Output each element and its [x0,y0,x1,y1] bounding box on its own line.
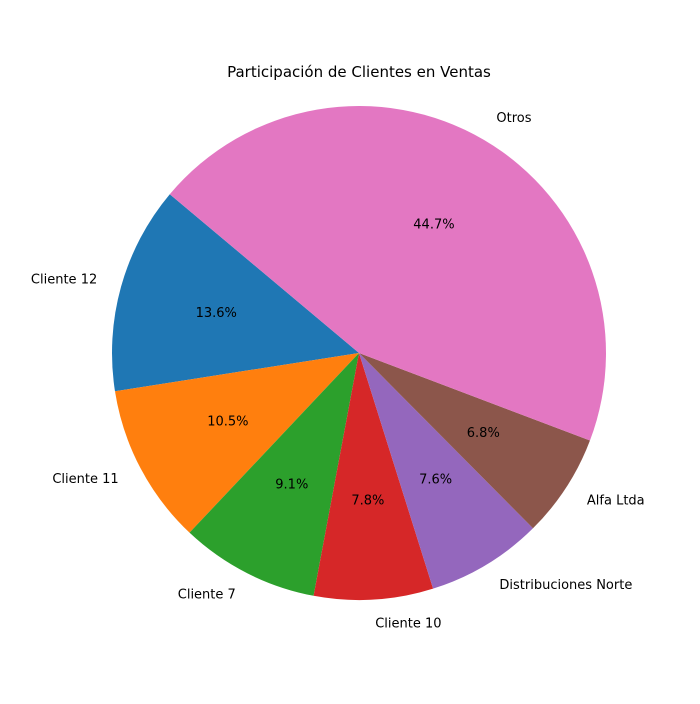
pie-slice-1 [111,194,360,392]
slice-percent-label-7: 44.7% [413,218,454,233]
slice-percent-label-4: 7.8% [351,493,384,508]
slice-percent-label-5: 7.6% [419,472,452,487]
slice-percent-label-1: 13.6% [196,306,237,321]
pie-slice-3 [189,353,359,596]
pie-slice-5 [359,353,533,589]
slice-label-4: Cliente 10 [375,617,441,632]
pie-slice-6 [359,353,590,529]
slice-percent-label-6: 6.8% [467,426,500,441]
slice-label-3: Cliente 7 [178,588,236,603]
slice-percent-label-2: 10.5% [207,415,248,430]
pie-slice-2 [114,353,359,533]
slice-label-2: Cliente 11 [52,472,118,487]
pie-labels: Cliente 12 13.6% Cliente 11 10.5% Cliente 7 9… [31,111,645,632]
slice-label-7: Otros [496,111,531,126]
slice-label-6: Alfa Ltda [587,493,645,508]
chart-title: Participación de Clientes en Ventas [227,63,491,81]
slice-label-5: Distribuciones Norte [499,578,632,593]
pie-slices [111,106,606,601]
slice-label-1: Cliente 12 [31,273,97,288]
pie-slice-4 [313,353,434,601]
slice-percent-label-3: 9.1% [275,478,308,493]
pie-slice-7 [169,106,606,441]
